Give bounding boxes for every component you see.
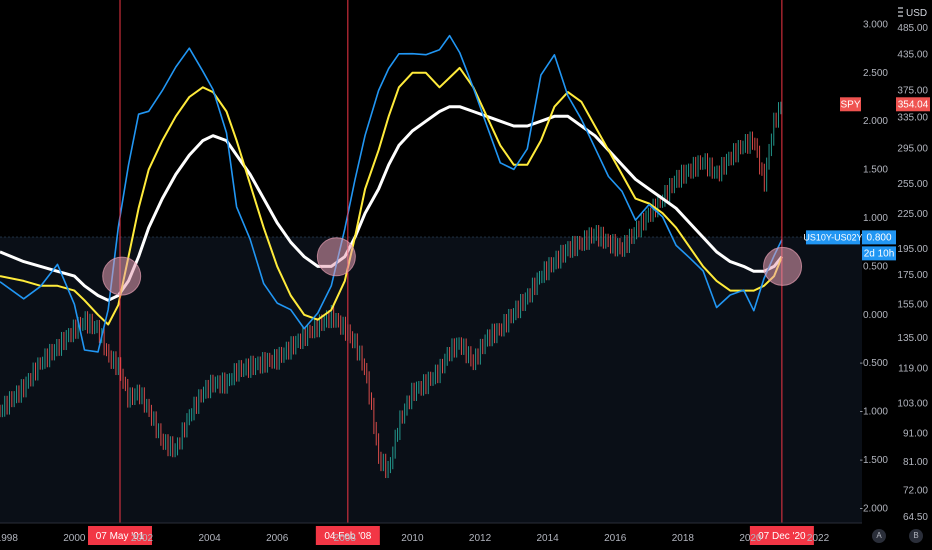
year-tick-label: 2010 bbox=[401, 533, 424, 544]
bar-mode-button[interactable]: B bbox=[909, 529, 923, 543]
year-tick-label: 2012 bbox=[469, 533, 492, 544]
spread-tick-label: 1.000 bbox=[863, 213, 888, 224]
spread-tick-label: 3.000 bbox=[863, 19, 888, 30]
spy-symbol-label: SPY bbox=[840, 99, 860, 110]
bottom-axis: 1998 2000 2002 2004 2006 2008 2010 2012 2014 2016… bbox=[0, 522, 862, 544]
price-labels: SPY 354.04 US10Y-US02Y 0.800 2d 10h bbox=[803, 97, 930, 261]
year-tick-label: 1998 bbox=[0, 533, 18, 544]
event-date-label: 07 May '01 bbox=[96, 531, 145, 542]
price-tick-label: 435.00 bbox=[897, 49, 928, 60]
us10y-us02y-line bbox=[0, 34, 783, 353]
crossover-highlight-circle bbox=[763, 246, 803, 286]
currency-label[interactable]: USD bbox=[906, 8, 927, 19]
price-tick-label: 485.00 bbox=[897, 23, 928, 34]
year-tick-label: 2022 bbox=[807, 533, 830, 544]
price-tick-label: 81.00 bbox=[903, 457, 928, 468]
price-tick-label: 225.00 bbox=[897, 209, 928, 220]
year-tick-label: 2006 bbox=[266, 533, 289, 544]
spread-tick-label: 0.500 bbox=[863, 261, 888, 272]
series-layer bbox=[0, 34, 784, 353]
price-tick-label: 64.50 bbox=[903, 512, 928, 523]
settings-menu-icon[interactable] bbox=[898, 7, 903, 17]
price-tick-label: 335.00 bbox=[897, 113, 928, 124]
spy-candles bbox=[0, 101, 782, 479]
crossover-highlight-circle bbox=[316, 237, 356, 277]
price-tick-label: 255.00 bbox=[897, 179, 928, 190]
top-right-controls[interactable]: USD bbox=[898, 7, 927, 19]
year-tick-label: 2002 bbox=[131, 533, 154, 544]
year-tick-label: 2020 bbox=[739, 533, 762, 544]
right-axis-background bbox=[862, 0, 932, 523]
spread-tick-label: 0.000 bbox=[863, 310, 888, 321]
spread-tick-label: 2.000 bbox=[863, 116, 888, 127]
countdown-value: 2d 10h bbox=[864, 248, 895, 259]
auto-scale-button[interactable]: A bbox=[872, 529, 886, 543]
crossover-highlight-circle bbox=[102, 256, 142, 296]
yellow-ma-line bbox=[0, 66, 783, 326]
year-tick-label: 2008 bbox=[334, 533, 357, 544]
highlight-circles bbox=[102, 237, 803, 296]
event-date-tag bbox=[749, 526, 814, 545]
price-tick-label: 195.00 bbox=[897, 244, 928, 255]
price-tick-label: 91.00 bbox=[903, 429, 928, 440]
year-tick-label: 2016 bbox=[604, 533, 627, 544]
year-tick-label: 2000 bbox=[63, 533, 86, 544]
event-date-tag bbox=[88, 526, 153, 545]
spread-tick-label: 1.500 bbox=[863, 165, 888, 176]
price-tick-label: 175.00 bbox=[897, 270, 928, 281]
price-tick-label: 135.00 bbox=[897, 333, 928, 344]
spy-price-tag bbox=[896, 97, 930, 112]
price-tick-label: 119.00 bbox=[898, 364, 928, 375]
right-axis: 3.000 2.500 2.000 1.500 1.000 0.500 0.000 -0.50… bbox=[860, 0, 932, 523]
event-date-label: 04 Feb '08 bbox=[324, 531, 371, 542]
spread-symbol-tag bbox=[806, 230, 860, 245]
spread-tick-label: -0.500 bbox=[860, 358, 889, 369]
spread-value-tag bbox=[862, 230, 896, 245]
year-tick-label: 2004 bbox=[198, 533, 221, 544]
spy-symbol-tag bbox=[840, 97, 861, 112]
event-date-label: 07 Dec '20 bbox=[758, 531, 806, 542]
year-tick-label: 2018 bbox=[672, 533, 695, 544]
price-tick-label: 103.00 bbox=[897, 399, 928, 410]
countdown-tag bbox=[862, 246, 896, 261]
spy-price-value: 354.04 bbox=[898, 99, 929, 110]
spread-tick-label: -2.000 bbox=[860, 503, 889, 514]
price-tick-label: 375.00 bbox=[897, 85, 928, 96]
price-tick-label: 72.00 bbox=[903, 485, 928, 496]
spread-tick-label: 2.500 bbox=[863, 68, 888, 79]
year-tick-label: 2014 bbox=[536, 533, 559, 544]
white-ma-line bbox=[0, 105, 784, 302]
spread-symbol-label: US10Y-US02Y bbox=[803, 232, 862, 242]
spread-value: 0.800 bbox=[866, 232, 891, 243]
spread-tick-label: -1.000 bbox=[860, 407, 889, 418]
event-date-tag bbox=[315, 526, 380, 545]
spread-tick-label: -1.500 bbox=[860, 455, 889, 466]
price-tick-label: 155.00 bbox=[897, 299, 928, 310]
price-tick-label: 295.00 bbox=[897, 144, 928, 155]
